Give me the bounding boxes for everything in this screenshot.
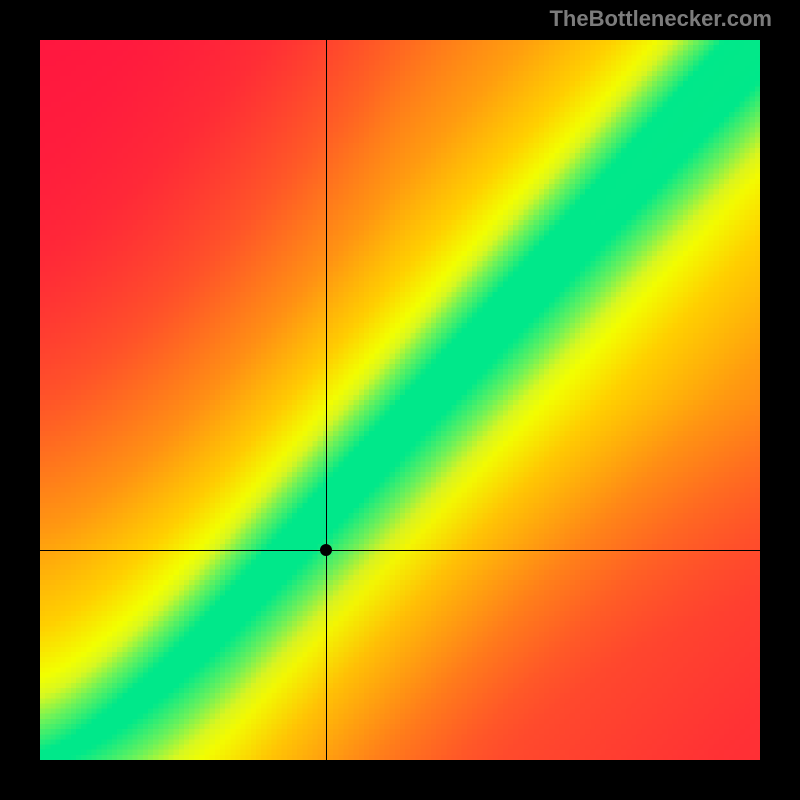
crosshair-horizontal bbox=[40, 550, 760, 551]
crosshair-marker bbox=[320, 544, 332, 556]
watermark-text: TheBottlenecker.com bbox=[549, 6, 772, 32]
heatmap-canvas bbox=[40, 40, 760, 760]
heatmap-plot bbox=[40, 40, 760, 760]
crosshair-vertical bbox=[326, 40, 327, 760]
